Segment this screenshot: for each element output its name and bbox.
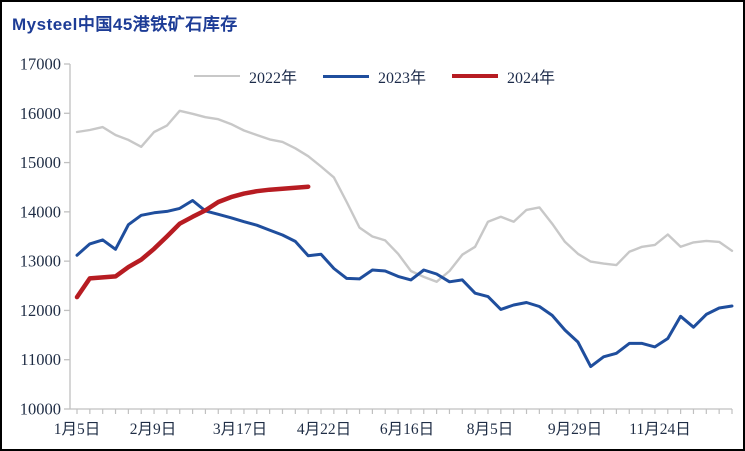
x-axis-label: 4月22日: [297, 421, 351, 438]
y-axis-label: 14000: [20, 202, 61, 221]
y-axis-label: 15000: [20, 153, 61, 172]
series-line-2023: [75, 199, 734, 369]
legend-label-2023: 2023年: [377, 70, 426, 87]
legend-line-2023-icon: [322, 74, 369, 78]
x-axis-label: 8月5日: [467, 421, 514, 438]
legend-label-2024: 2024年: [507, 70, 556, 87]
legend-label-2022: 2022年: [248, 70, 297, 87]
x-axis-label: 1月5日: [54, 421, 101, 438]
y-axis-label: 13000: [20, 252, 61, 271]
y-axis-label: 12000: [20, 301, 61, 320]
x-axis-label: 6月16日: [380, 421, 434, 438]
x-axis-label: 11月24日: [629, 421, 690, 438]
x-axis-label: 2月9日: [130, 421, 177, 438]
legend-entry-2024: 2024年: [452, 64, 555, 88]
chart-legend: 2022年 2023年 2024年: [2, 64, 743, 88]
legend-entry-2022: 2022年: [193, 64, 297, 88]
legend-line-2022-icon: [193, 74, 240, 78]
x-axis-label: 3月17日: [213, 421, 267, 438]
legend-line-2024-icon: [452, 73, 498, 79]
y-axis-label: 16000: [20, 104, 61, 123]
x-axis-label: 9月29日: [548, 421, 602, 438]
y-axis-label: 17000: [20, 55, 61, 74]
legend-entry-2023: 2023年: [322, 64, 426, 88]
series-line-2024: [74, 184, 311, 300]
series-line-2022: [75, 109, 734, 283]
y-axis-label: 10000: [20, 400, 61, 419]
chart-title: Mysteel中国45港铁矿石库存: [12, 15, 238, 34]
y-axis-label: 11000: [20, 350, 61, 369]
